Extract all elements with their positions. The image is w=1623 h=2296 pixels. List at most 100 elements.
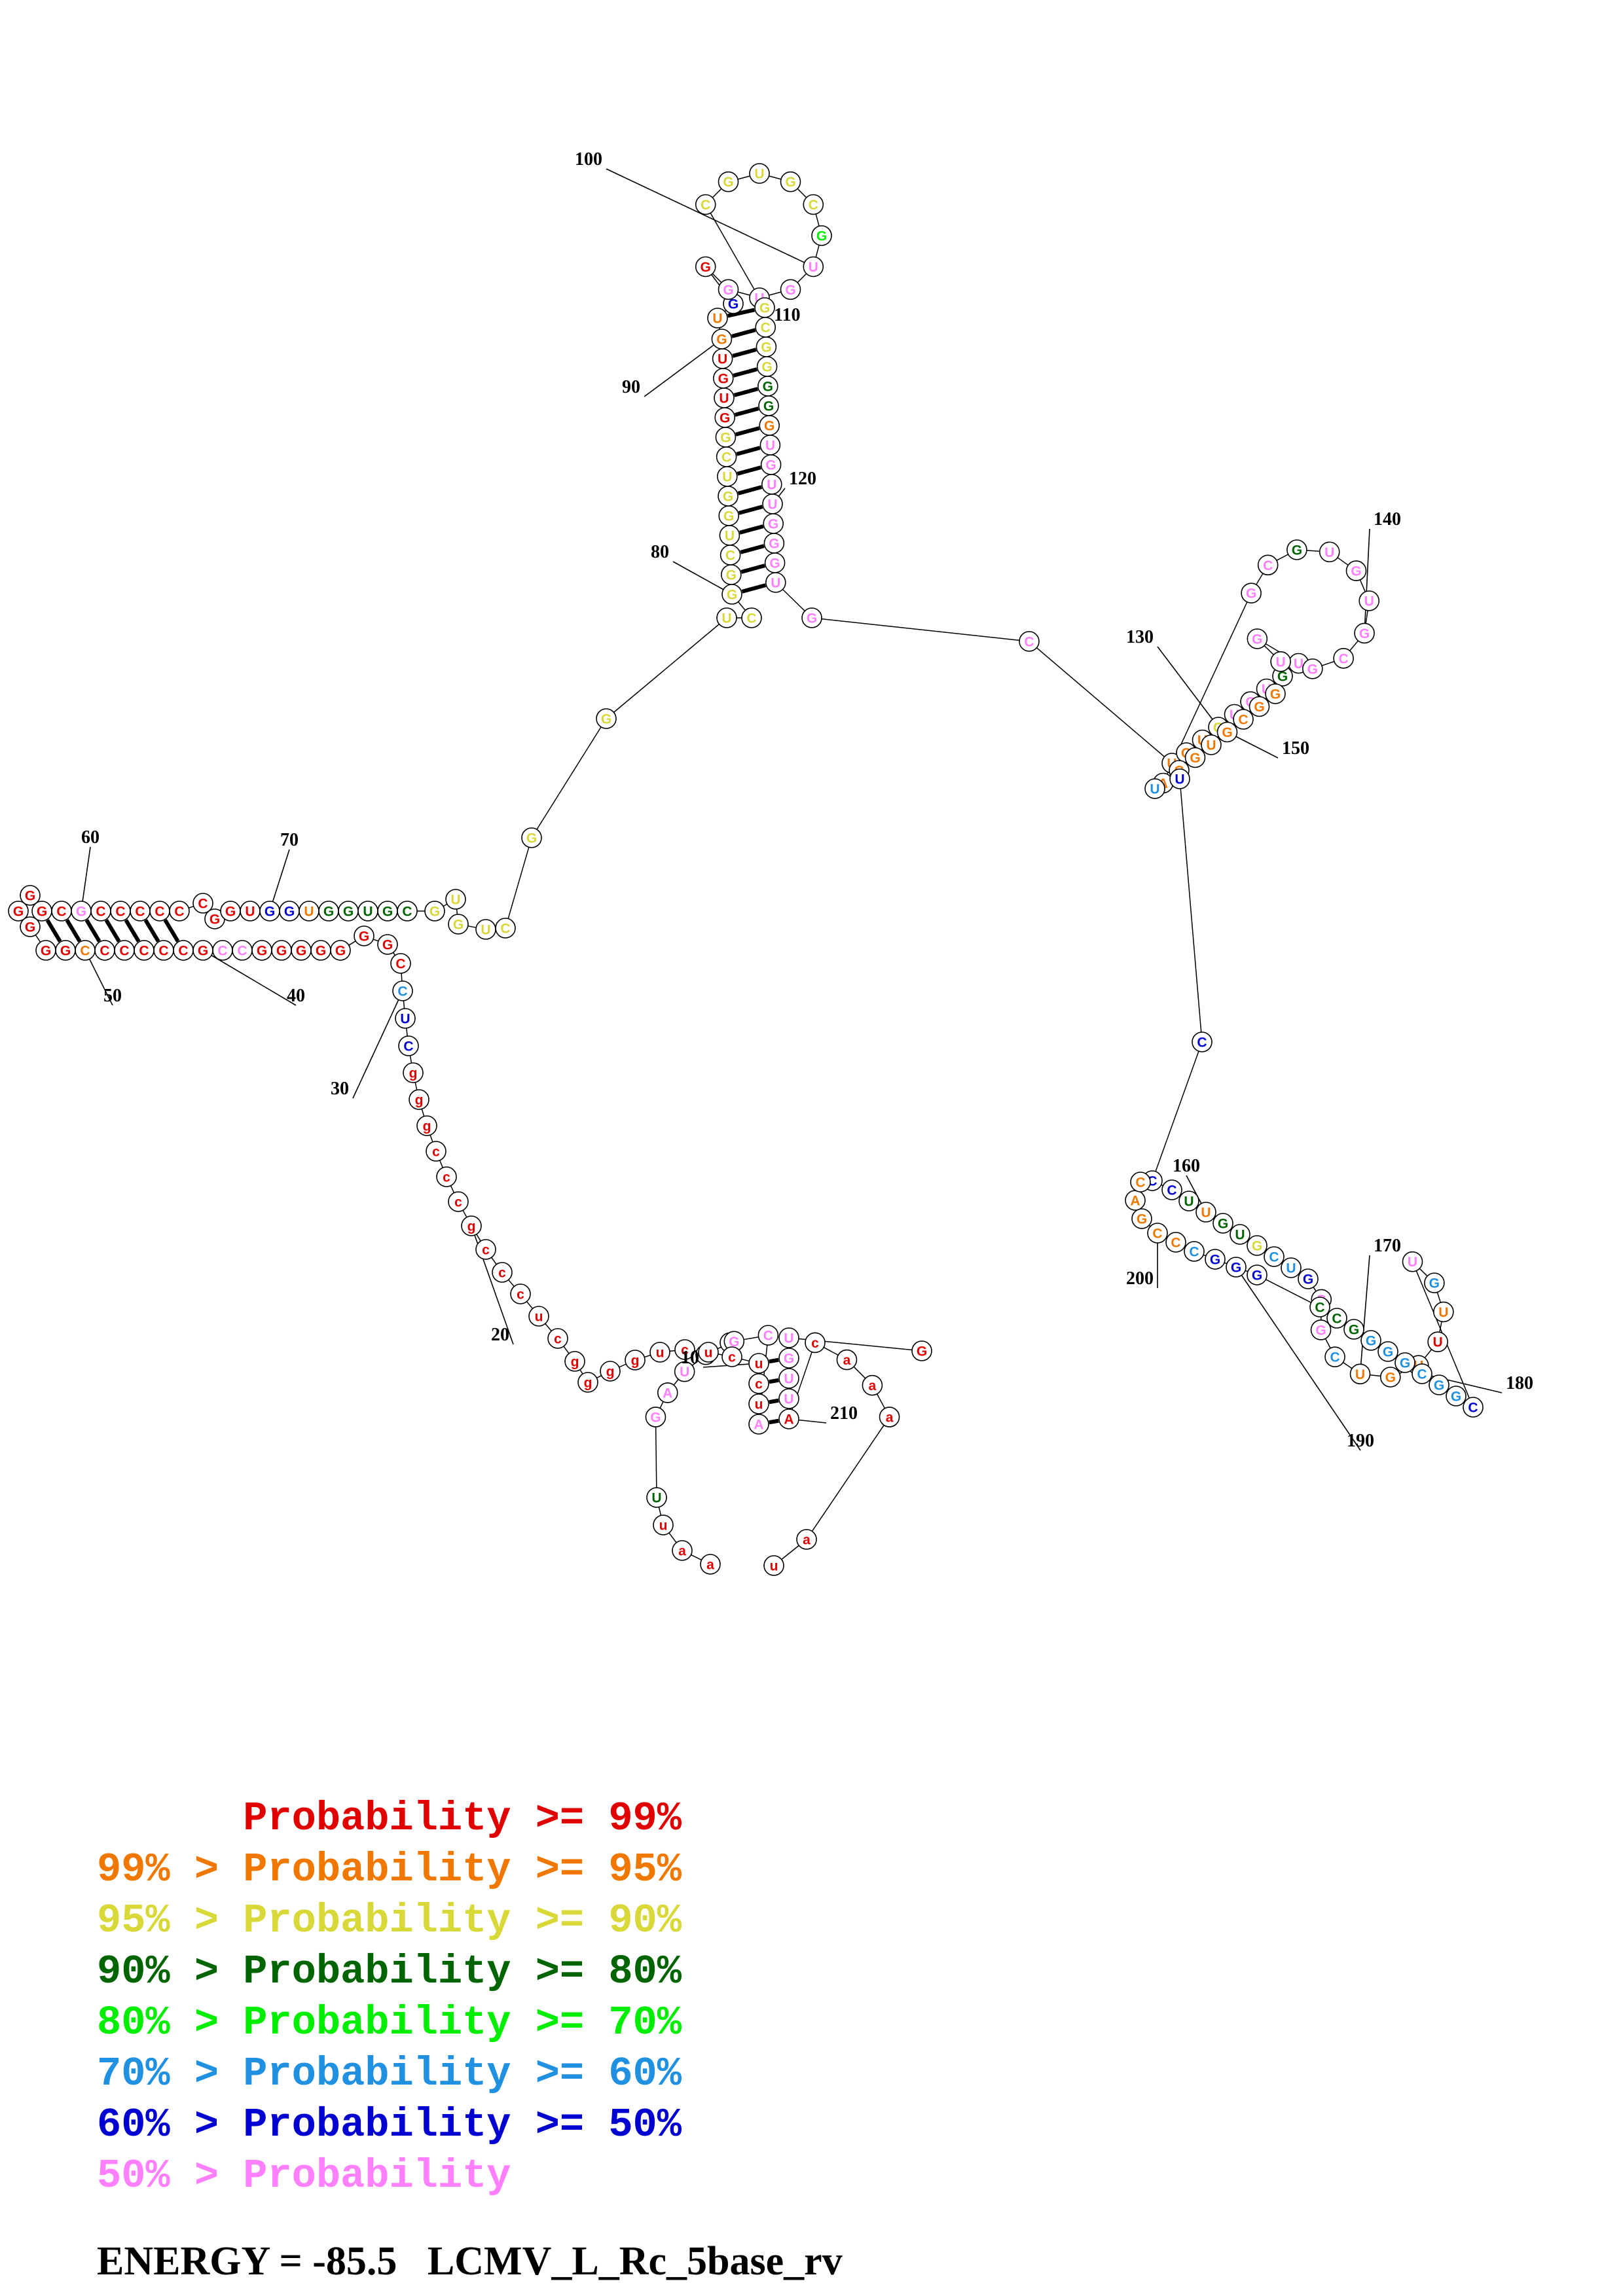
svg-text:U: U <box>754 167 764 182</box>
nucleotide: G <box>204 908 225 929</box>
nucleotide: c <box>475 1239 496 1260</box>
svg-text:G: G <box>296 944 306 959</box>
nucleotide: U <box>716 607 737 628</box>
nucleotide: G <box>1343 1319 1364 1340</box>
nucleotide: G <box>763 533 785 554</box>
position-number: 150 <box>1282 738 1309 759</box>
nucleotide: G <box>757 376 778 397</box>
nucleotide: G <box>596 708 617 729</box>
svg-text:U: U <box>809 260 818 275</box>
nucleotide: U <box>707 308 728 329</box>
svg-text:G: G <box>1366 1334 1376 1349</box>
svg-text:C: C <box>139 944 149 959</box>
position-number: 140 <box>1374 509 1401 529</box>
nucleotide: U <box>240 901 261 922</box>
nucleotide: c <box>674 1339 695 1360</box>
position-number: 110 <box>774 305 800 325</box>
legend-text: 90% > Probability >= 80% <box>97 1948 682 1995</box>
nucleotide: g <box>403 1062 424 1083</box>
position-number: 100 <box>575 149 602 170</box>
nucleotide: a <box>862 1374 883 1396</box>
svg-text:G: G <box>727 588 737 603</box>
svg-text:C: C <box>135 905 145 920</box>
nucleotide: g <box>461 1215 482 1236</box>
nucleotide: G <box>1247 628 1268 649</box>
position-number: 180 <box>1506 1373 1533 1393</box>
svg-text:G: G <box>807 611 817 626</box>
svg-text:G: G <box>1351 564 1361 579</box>
nucleotide: C <box>153 940 174 961</box>
legend-row: 90% > Probability >= 80% <box>0 1946 1623 1998</box>
svg-text:G: G <box>343 905 354 920</box>
nucleotide: c <box>426 1141 447 1162</box>
svg-text:C: C <box>1197 1035 1207 1050</box>
nucleotide: C <box>114 940 135 961</box>
svg-text:C: C <box>1315 1300 1324 1316</box>
nucleotide: c <box>748 1373 769 1394</box>
nucleotide: G <box>1184 747 1206 768</box>
nucleotide: G <box>521 827 542 848</box>
nucleotide: a <box>836 1349 858 1371</box>
nucleotide: U <box>1433 1301 1454 1323</box>
svg-text:G: G <box>25 920 35 935</box>
legend-text: 99% > Probability >= 95% <box>97 1846 682 1893</box>
nucleotide: G <box>713 368 734 389</box>
svg-text:G: G <box>917 1344 927 1359</box>
nucleotide: G <box>1272 666 1293 687</box>
svg-text:g: g <box>584 1376 593 1391</box>
position-number: 200 <box>1126 1268 1154 1289</box>
svg-text:g: g <box>467 1219 476 1234</box>
position-number: 90 <box>622 377 640 397</box>
nucleotide: C <box>149 901 170 922</box>
nucleotide: G <box>711 329 733 350</box>
nucleotide: U <box>765 572 786 593</box>
svg-text:C: C <box>178 944 188 959</box>
svg-text:G: G <box>720 411 730 426</box>
nucleotide: G <box>718 171 739 192</box>
svg-text:G: G <box>785 175 795 190</box>
svg-text:U: U <box>481 923 490 938</box>
nucleotide: U <box>749 163 770 184</box>
svg-text:u: u <box>656 1346 665 1361</box>
nucleotide: G <box>31 901 52 922</box>
nucleotide: U <box>1359 590 1380 611</box>
svg-text:U: U <box>363 905 373 920</box>
nucleotide: U <box>357 901 378 922</box>
nucleotide: U <box>762 493 783 514</box>
nucleotide: U <box>1427 1331 1448 1352</box>
nucleotide: G <box>20 885 41 906</box>
svg-text:G: G <box>728 297 739 312</box>
nucleotide: G <box>279 901 300 922</box>
nucleotide: G <box>20 916 41 937</box>
nucleotide: C <box>397 901 418 922</box>
svg-text:U: U <box>400 1012 410 1027</box>
svg-text:G: G <box>41 944 51 959</box>
svg-text:G: G <box>429 905 440 920</box>
nucleotide: U <box>1402 1251 1423 1272</box>
nucleotide: G <box>1247 1265 1267 1285</box>
nucleotide: G <box>1205 1249 1226 1270</box>
legend-text: 70% > Probability >= 60% <box>97 2051 682 2097</box>
nucleotide: G <box>271 940 292 961</box>
nucleotide: C <box>1019 631 1040 652</box>
svg-text:A: A <box>663 1386 672 1401</box>
nucleotide: G <box>318 901 339 922</box>
nucleotide: C <box>94 940 115 961</box>
svg-text:G: G <box>601 712 611 727</box>
nucleotide: G <box>780 171 801 192</box>
svg-text:C: C <box>1189 1245 1199 1260</box>
nucleotide: G <box>1379 1367 1401 1388</box>
svg-text:C: C <box>100 944 109 959</box>
svg-text:G: G <box>765 458 776 473</box>
nucleotide: G <box>758 395 779 416</box>
svg-text:U: U <box>1150 782 1159 797</box>
nucleotide: G <box>71 901 92 922</box>
svg-text:U: U <box>1355 1367 1365 1382</box>
legend-text: Probability >= 99% <box>97 1795 682 1842</box>
nucleotide: U <box>1144 778 1165 799</box>
rna-secondary-structure-diagram: aauUGAUGGGCAucucucuggggcucccgcccgggCUCCG… <box>8 149 1533 1576</box>
nucleotide: G <box>1265 683 1286 704</box>
svg-text:U: U <box>1201 1206 1211 1221</box>
svg-text:U: U <box>1276 655 1286 670</box>
svg-text:G: G <box>1383 1345 1393 1360</box>
